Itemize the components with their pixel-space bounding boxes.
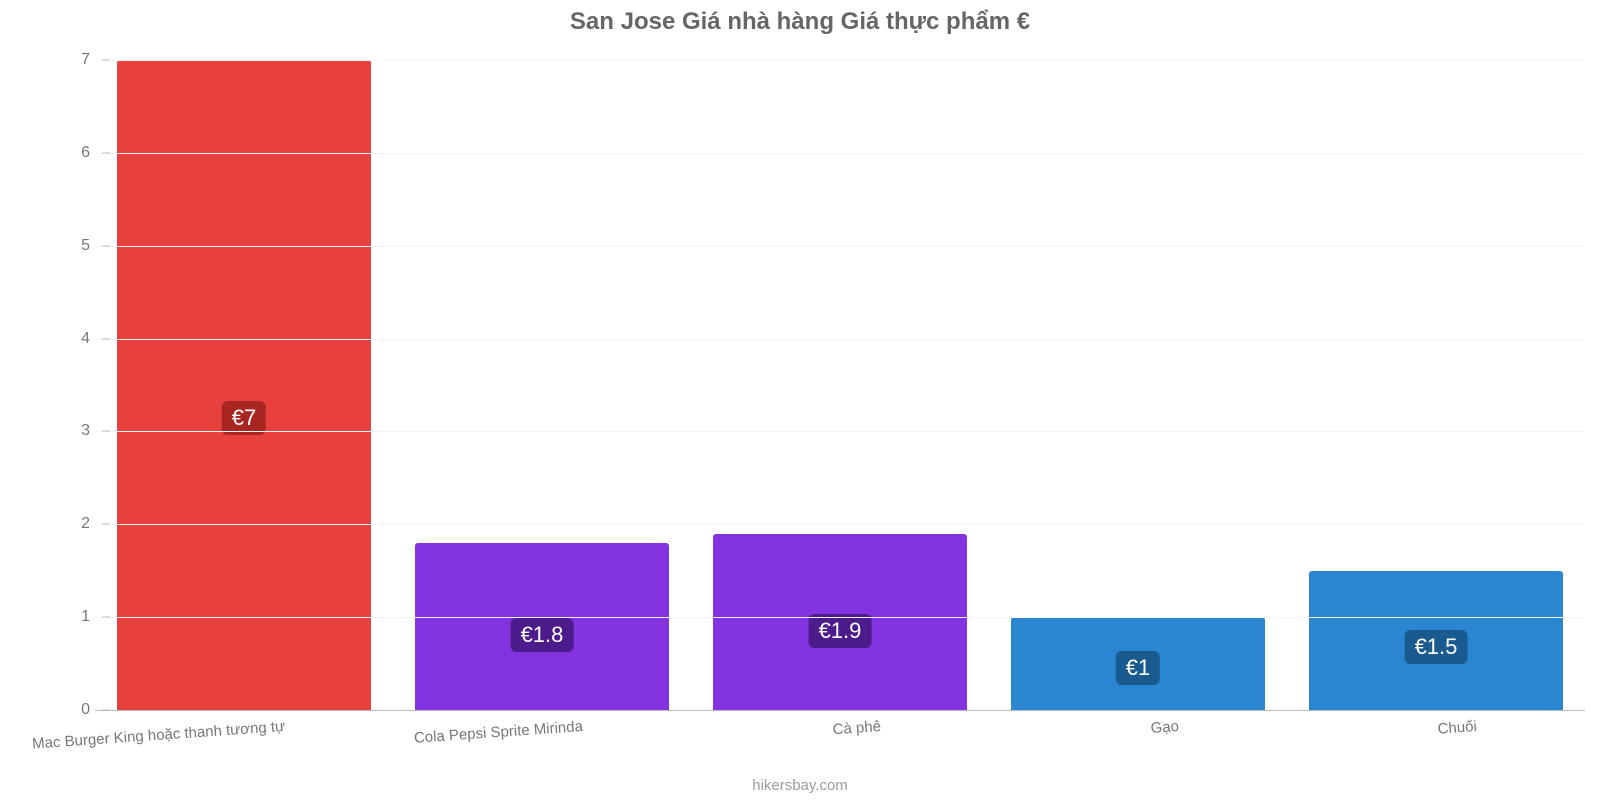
y-tick-mark [102,152,110,153]
x-axis-label: Chuối [1437,718,1477,738]
y-tick-mark [102,617,110,618]
x-axis-labels: Mac Burger King hoặc thanh tương tựCola … [95,716,1585,776]
y-tick-mark [102,338,110,339]
bar: €7 [117,60,370,710]
bars-group: €7 €1.8 €1.9 €1 €1.5 [95,60,1585,710]
bar-value-badge: €1.8 [511,618,574,652]
bar: €1 [1011,617,1264,710]
grid-line [95,431,1585,432]
bar-value-badge: €7 [222,401,266,435]
y-tick-mark [102,431,110,432]
x-axis-label: Mac Burger King hoặc thanh tương tự [31,718,285,753]
x-axis-label: Cola Pepsi Sprite Mirinda [413,718,583,747]
y-tick-label: 0 [10,701,90,719]
credit-text: hikersbay.com [0,777,1600,794]
y-tick-label: 2 [10,515,90,533]
y-tick-label: 1 [10,608,90,626]
grid-line [95,246,1585,247]
plot-area: €7 €1.8 €1.9 €1 €1.5 [95,60,1585,710]
bar-value-badge: €1 [1116,651,1160,685]
y-tick-mark [102,710,110,711]
y-tick-label: 4 [10,330,90,348]
chart-title: San Jose Giá nhà hàng Giá thực phẩm € [0,8,1600,36]
grid-line [95,617,1585,618]
y-tick-label: 3 [10,422,90,440]
grid-line [95,524,1585,525]
x-axis-line [95,710,1585,711]
price-bar-chart: San Jose Giá nhà hàng Giá thực phẩm € €7… [0,0,1600,800]
grid-line [95,153,1585,154]
y-tick-mark [102,524,110,525]
grid-line [95,60,1585,61]
y-tick-label: 6 [10,144,90,162]
bar-value-badge: €1.9 [809,614,872,648]
bar-value-badge: €1.5 [1405,630,1468,664]
bar: €1.8 [415,543,668,710]
bar: €1.5 [1309,571,1562,710]
y-tick-label: 5 [10,237,90,255]
bar: €1.9 [713,534,966,710]
y-tick-mark [102,60,110,61]
x-axis-label: Gạo [1150,718,1179,737]
y-tick-label: 7 [10,51,90,69]
y-tick-mark [102,245,110,246]
grid-line [95,339,1585,340]
x-axis-label: Cà phê [832,718,881,738]
